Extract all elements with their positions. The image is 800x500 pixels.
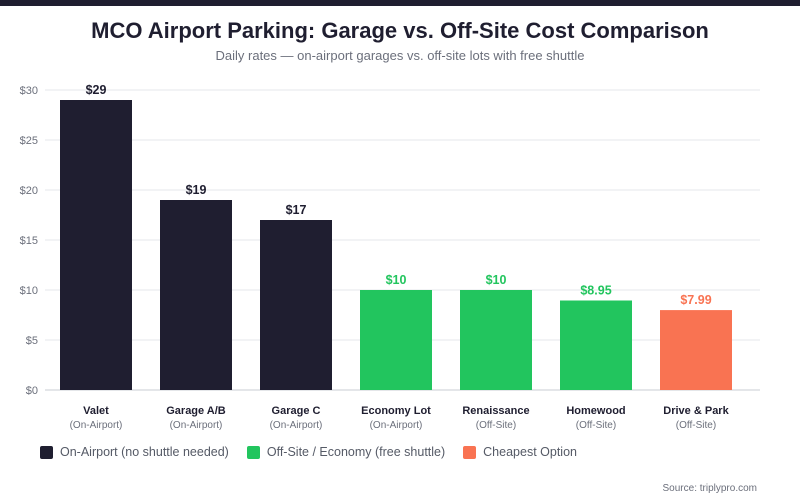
legend-item-on-airport: On-Airport (no shuttle needed) [40, 445, 229, 459]
bar-value-label: $17 [286, 203, 307, 217]
bar [360, 290, 432, 390]
x-category-label: Renaissance [462, 405, 529, 417]
y-tick-label: $25 [20, 135, 38, 147]
x-category-sublabel: (On-Airport) [270, 420, 323, 431]
chart-legend: On-Airport (no shuttle needed) Off-Site … [40, 445, 595, 459]
bar-value-label: $10 [386, 273, 407, 287]
y-tick-label: $15 [20, 235, 38, 247]
bar-value-label: $29 [86, 83, 107, 97]
top-accent-bar [0, 0, 800, 6]
bar-value-label: $7.99 [680, 293, 711, 307]
x-category-label: Economy Lot [361, 405, 431, 417]
legend-label-cheapest: Cheapest Option [483, 445, 577, 459]
y-tick-label: $5 [26, 335, 38, 347]
y-tick-label: $0 [26, 385, 38, 397]
x-category-label: Garage C [272, 405, 321, 417]
y-tick-label: $10 [20, 285, 38, 297]
chart-title: MCO Airport Parking: Garage vs. Off-Site… [91, 18, 709, 43]
legend-swatch-off-site [246, 445, 260, 459]
bar [260, 220, 332, 390]
legend-swatch-on-airport [40, 445, 53, 459]
y-tick-label: $20 [20, 185, 38, 197]
source-note: Source: triplypro.com [662, 483, 757, 494]
legend-swatch-cheapest [463, 445, 477, 459]
bar-value-label: $19 [186, 183, 207, 197]
legend-label-on-airport: On-Airport (no shuttle needed) [60, 445, 229, 459]
bar-value-label: $8.95 [580, 284, 611, 298]
x-category-label: Drive & Park [663, 405, 729, 417]
bar-chart: $0 $5 $10 $15 $20 $25 $30 $29 Valet (On-Airport) $… [20, 83, 760, 431]
bar [160, 200, 232, 390]
x-category-label: Valet [83, 405, 109, 417]
x-category-sublabel: (On-Airport) [170, 420, 223, 431]
x-category-label: Garage A/B [166, 405, 226, 417]
bar [460, 290, 532, 390]
x-category-sublabel: (Off-Site) [476, 420, 516, 431]
legend-item-off-site: Off-Site / Economy (free shuttle) [246, 445, 446, 459]
bar [560, 300, 632, 390]
bar [660, 310, 732, 390]
x-category-label: Homewood [566, 405, 625, 417]
bar [60, 100, 132, 390]
x-category-sublabel: (On-Airport) [70, 420, 123, 431]
legend-item-cheapest: Cheapest Option [463, 445, 577, 459]
x-category-sublabel: (On-Airport) [370, 420, 423, 431]
x-category-sublabel: (Off-Site) [676, 420, 716, 431]
legend-label-off-site: Off-Site / Economy (free shuttle) [266, 445, 446, 459]
y-tick-label: $30 [20, 85, 38, 97]
x-category-sublabel: (Off-Site) [576, 420, 616, 431]
bar-value-label: $10 [486, 273, 507, 287]
chart-subtitle: Daily rates — on-airport garages vs. off… [215, 48, 585, 63]
